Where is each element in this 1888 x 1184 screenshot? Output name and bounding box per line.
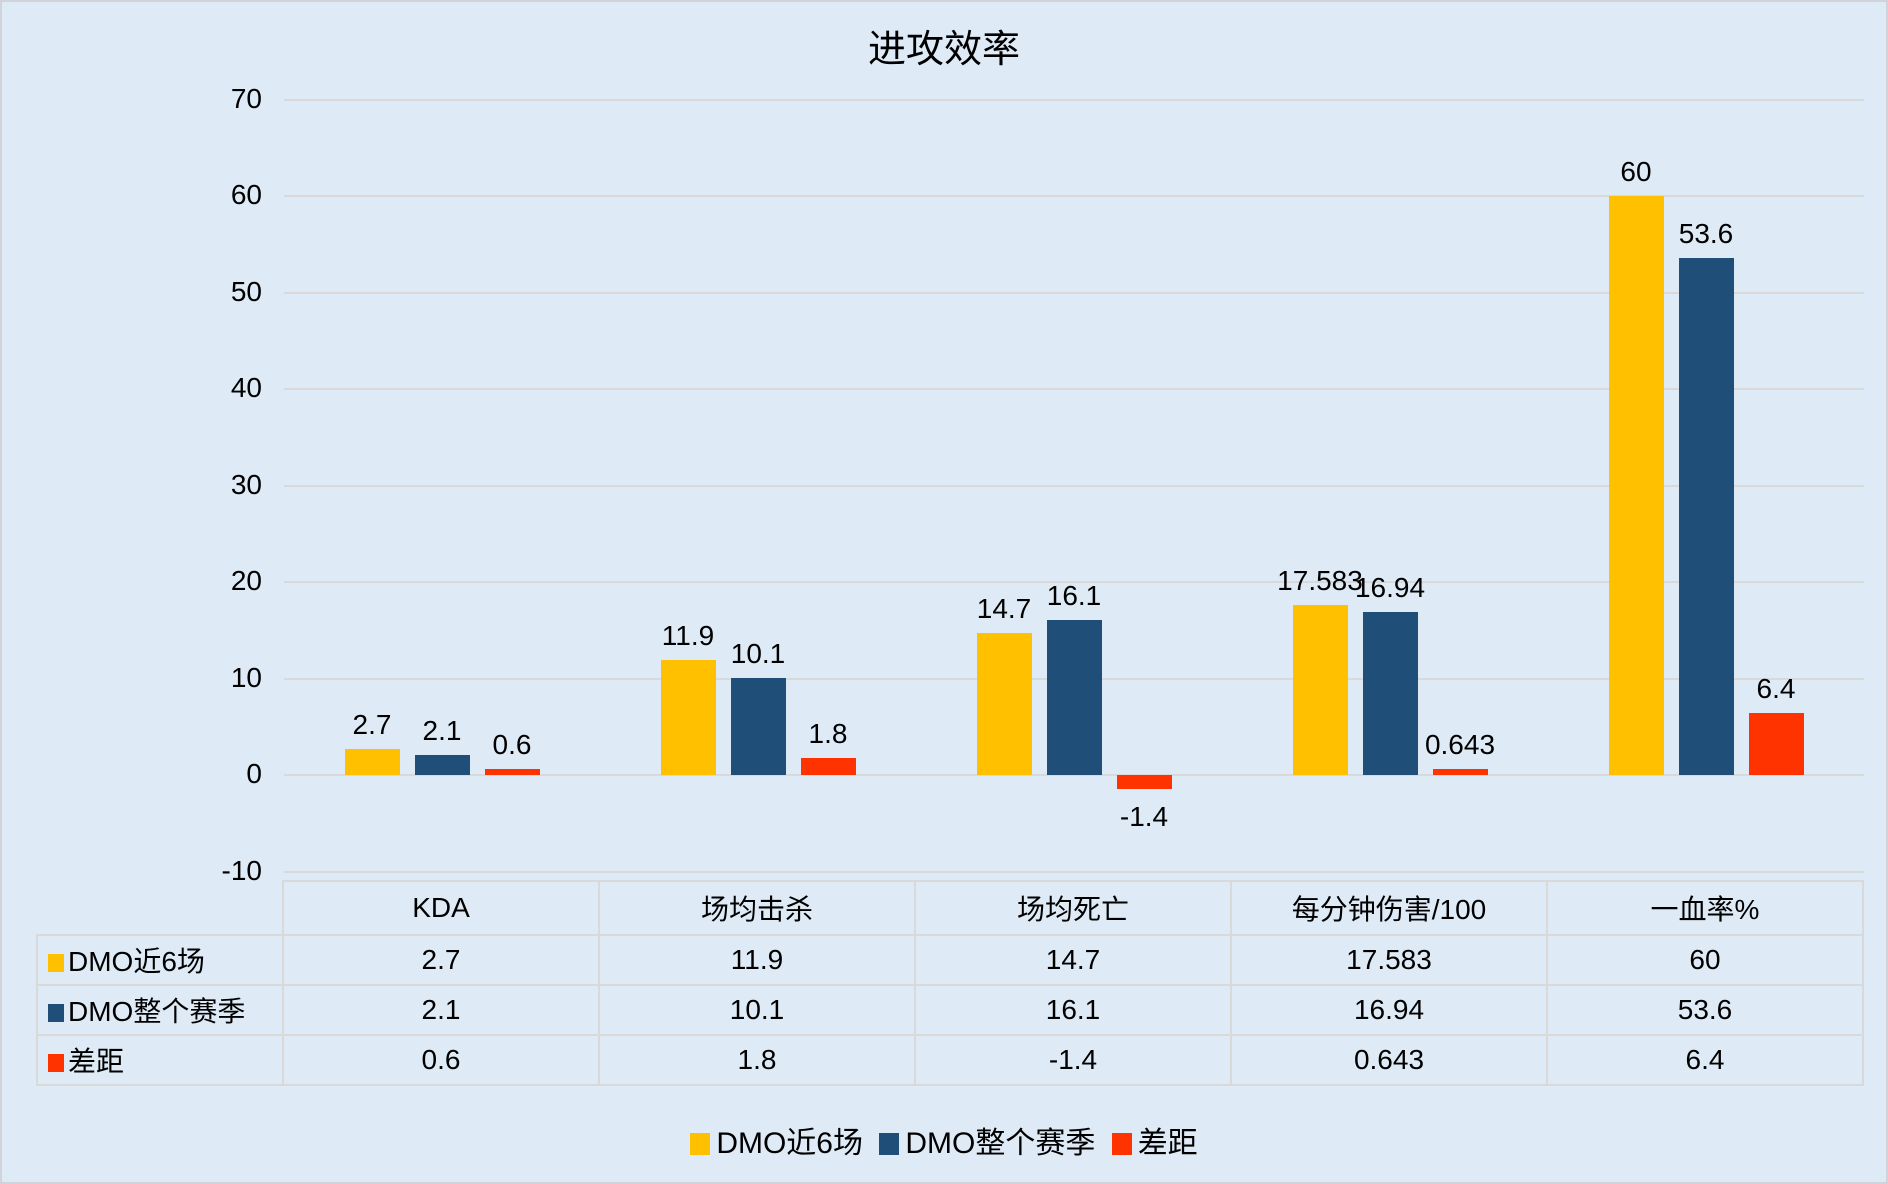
legend-swatch-icon xyxy=(879,1133,900,1155)
data-label: 2.7 xyxy=(352,708,392,740)
data-label: 1.8 xyxy=(808,717,848,749)
table-cell: 10.1 xyxy=(598,984,916,1036)
bar xyxy=(800,757,856,775)
table-header-row: KDA 场均击杀 场均死亡 每分钟伤害/100 一血率% xyxy=(37,880,1864,936)
table-cell: 60 xyxy=(1546,934,1864,986)
data-label: 6.4 xyxy=(1756,673,1796,705)
table-cell: -1.4 xyxy=(914,1034,1232,1086)
row-label: DMO近6场 xyxy=(68,946,205,977)
legend-key-icon xyxy=(48,954,64,972)
bar xyxy=(1678,257,1734,775)
y-tick-label: -10 xyxy=(221,854,262,886)
bar xyxy=(1046,619,1102,775)
table-cell: 17.583 xyxy=(1230,934,1548,986)
table-cell: 2.7 xyxy=(282,934,600,986)
table-cell: 6.4 xyxy=(1546,1034,1864,1086)
legend-key-icon xyxy=(48,1004,64,1022)
bar xyxy=(976,633,1032,775)
bar xyxy=(344,748,400,775)
data-label: 2.1 xyxy=(422,714,462,746)
table-header: 场均击杀 xyxy=(598,880,916,936)
chart-legend: DMO近6场 DMO整个赛季 差距 xyxy=(0,1118,1888,1162)
gridline xyxy=(284,870,1864,873)
table-cell: 0.643 xyxy=(1230,1034,1548,1086)
legend-label: 差距 xyxy=(1137,1127,1198,1160)
legend-item: DMO整个赛季 xyxy=(879,1118,1095,1162)
y-tick-label: 50 xyxy=(230,275,262,307)
bar xyxy=(1432,768,1488,775)
table-row: DMO近6场 2.7 11.9 14.7 17.583 60 xyxy=(36,934,1864,986)
bar xyxy=(414,754,470,775)
legend-item: 差距 xyxy=(1111,1118,1198,1162)
gridline xyxy=(284,195,1864,197)
y-tick-label: 30 xyxy=(230,468,262,500)
table-cell: 2.1 xyxy=(282,984,600,1036)
data-label: 16.1 xyxy=(1046,579,1102,611)
row-header: DMO整个赛季 xyxy=(36,984,284,1036)
bar xyxy=(660,660,716,775)
row-header: 差距 xyxy=(36,1034,284,1086)
y-tick-label: 60 xyxy=(230,179,262,210)
legend-key-icon xyxy=(48,1054,64,1072)
data-label: -1.4 xyxy=(1119,800,1169,832)
table-header: KDA xyxy=(282,880,600,936)
legend-swatch-icon xyxy=(690,1133,711,1155)
data-label: 60 xyxy=(1620,156,1652,187)
table-cell: 14.7 xyxy=(914,934,1232,986)
gridline xyxy=(284,388,1864,390)
bar xyxy=(1748,713,1804,775)
bar xyxy=(730,677,786,775)
table-header: 每分钟伤害/100 xyxy=(1230,880,1548,936)
table-row: DMO整个赛季 2.1 10.1 16.1 16.94 53.6 xyxy=(36,984,1864,1036)
data-label: 17.583 xyxy=(1277,565,1363,597)
chart-title: 进攻效率 xyxy=(867,27,1020,71)
data-label: 16.94 xyxy=(1354,571,1426,603)
table-cell: 16.1 xyxy=(914,984,1232,1036)
y-tick-label: 70 xyxy=(230,82,262,114)
table-cell: 53.6 xyxy=(1546,984,1864,1036)
row-header: DMO近6场 xyxy=(36,934,284,986)
table-header: 一血率% xyxy=(1546,880,1864,936)
bar xyxy=(1362,611,1418,775)
data-label: 53.6 xyxy=(1678,217,1734,249)
legend-label: DMO近6场 xyxy=(716,1127,863,1160)
data-label: 0.6 xyxy=(492,729,532,761)
row-label: 差距 xyxy=(68,1046,125,1077)
bar xyxy=(1116,775,1172,789)
data-label: 10.1 xyxy=(730,637,786,669)
table-cell: 16.94 xyxy=(1230,984,1548,1036)
legend-swatch-icon xyxy=(1111,1133,1132,1155)
table-header: 场均死亡 xyxy=(914,880,1232,936)
data-label: 0.643 xyxy=(1424,728,1496,760)
gridline xyxy=(284,581,1864,583)
table-cell: 0.6 xyxy=(282,1034,600,1086)
data-label: 14.7 xyxy=(976,593,1032,625)
bar xyxy=(1292,605,1348,775)
gridline xyxy=(284,774,1864,776)
y-tick-label: 40 xyxy=(230,372,262,403)
y-tick-label: 0 xyxy=(246,758,262,789)
data-table: KDA 场均击杀 场均死亡 每分钟伤害/100 一血率% DMO近6场 2.7 … xyxy=(36,880,1864,1086)
bar xyxy=(1608,196,1664,775)
gridline xyxy=(284,484,1864,487)
row-label: DMO整个赛季 xyxy=(68,996,246,1027)
table-cell: 1.8 xyxy=(598,1034,916,1086)
table-cell: 11.9 xyxy=(598,934,916,986)
gridline xyxy=(284,291,1864,294)
legend-item: DMO近6场 xyxy=(690,1118,863,1162)
gridline xyxy=(284,98,1864,101)
legend-label: DMO整个赛季 xyxy=(905,1127,1096,1160)
table-corner xyxy=(37,881,284,936)
table-row: 差距 0.6 1.8 -1.4 0.643 6.4 xyxy=(36,1034,1864,1086)
y-tick-label: 10 xyxy=(230,661,262,693)
y-tick-label: 20 xyxy=(230,565,262,596)
bar xyxy=(484,769,540,775)
data-label: 11.9 xyxy=(661,620,715,652)
